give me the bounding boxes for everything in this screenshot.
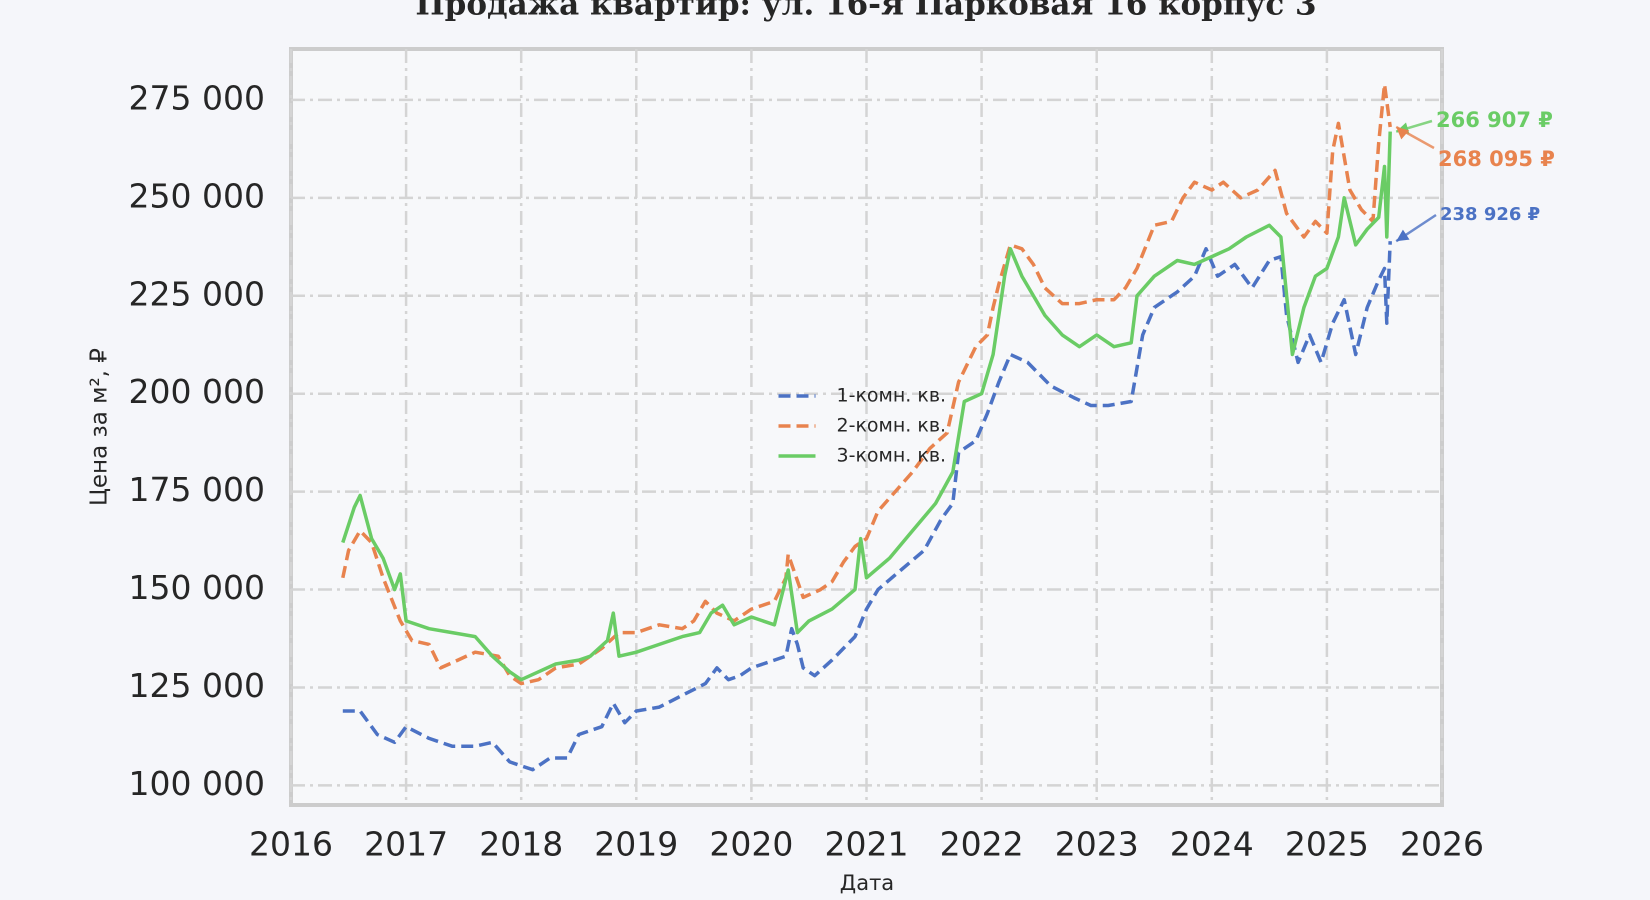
y-tick-label: 200 000 (129, 372, 265, 411)
series-line (341, 82, 1392, 686)
x-tick-label: 2022 (940, 825, 1024, 864)
series-line (342, 241, 1392, 772)
chart-title: Продажа квартир: ул. 16-я Парковая 16 ко… (415, 0, 1316, 23)
y-tick-label: 125 000 (129, 666, 265, 705)
y-tick-label: 150 000 (129, 568, 265, 607)
y-tick-label: 225 000 (129, 274, 265, 313)
x-tick-label: 2024 (1170, 825, 1254, 864)
annotation-arrowhead (1396, 126, 1410, 140)
x-tick-label: 2018 (479, 825, 563, 864)
y-tick-label: 100 000 (129, 764, 265, 803)
x-tick-label: 2017 (364, 825, 448, 864)
x-axis-label: Дата (840, 871, 894, 895)
annotation-label: 266 907 ₽ (1436, 108, 1553, 132)
x-tick-label: 2016 (249, 825, 333, 864)
x-tick-label: 2023 (1055, 825, 1139, 864)
y-tick-label: 275 000 (129, 78, 265, 117)
annotation-label: 238 926 ₽ (1440, 204, 1540, 225)
x-tick-label: 2026 (1400, 825, 1484, 864)
annotation-arrowhead (1396, 229, 1410, 242)
annotation-label: 268 095 ₽ (1438, 147, 1555, 171)
x-tick-label: 2020 (709, 825, 793, 864)
y-tick-label: 175 000 (129, 470, 265, 509)
x-tick-label: 2025 (1285, 825, 1369, 864)
x-tick-label: 2021 (825, 825, 909, 864)
y-axis-label: Цена за м², ₽ (87, 348, 113, 506)
series-line (341, 131, 1392, 682)
y-tick-label: 250 000 (129, 176, 265, 215)
x-tick-label: 2019 (594, 825, 678, 864)
legend-label: 1-комн. кв. (837, 385, 947, 407)
legend-label: 2-комн. кв. (837, 415, 947, 437)
legend-label: 3-комн. кв. (837, 445, 947, 467)
